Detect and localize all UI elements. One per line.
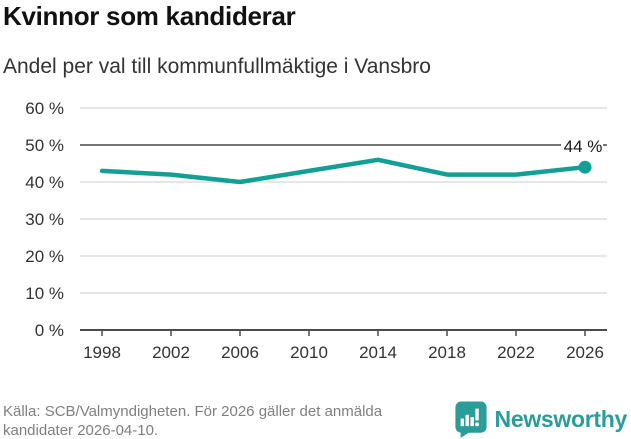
x-axis-tick-label: 2018	[428, 343, 466, 362]
x-axis-tick-label: 1998	[83, 343, 121, 362]
x-axis-tick-label: 2002	[152, 343, 190, 362]
endpoint-value-label: 44 %	[564, 137, 603, 156]
y-axis-tick-label: 20 %	[25, 247, 64, 266]
newsworthy-logo: Newsworthy	[454, 400, 627, 439]
source-note: Källa: SCB/Valmyndigheten. För 2026 gäll…	[3, 402, 382, 439]
x-axis-tick-label: 2006	[221, 343, 259, 362]
y-axis-tick-label: 60 %	[25, 99, 64, 118]
y-axis-tick-label: 50 %	[25, 136, 64, 155]
source-line-2: kandidater 2026-04-10.	[3, 422, 159, 439]
newsworthy-wordmark: Newsworthy	[494, 406, 628, 432]
x-axis-tick-label: 2010	[290, 343, 328, 362]
y-axis-tick-label: 30 %	[25, 210, 64, 229]
source-line-1: Källa: SCB/Valmyndigheten. För 2026 gäll…	[3, 403, 383, 420]
line-chart: 0 % 10 % 20 % 30 % 40 % 50 % 60 % 1998 2002 2006 2…	[25, 99, 607, 362]
y-axis-tick-label: 40 %	[25, 173, 64, 192]
y-axis-tick-label: 10 %	[25, 284, 64, 303]
page-title: Kvinnor som kandiderar	[3, 1, 296, 31]
y-axis-tick-label: 0 %	[35, 321, 64, 340]
endpoint-dot	[578, 160, 592, 174]
data-line	[99, 157, 588, 185]
x-axis-tick-label: 2014	[359, 343, 397, 362]
x-axis-tick-label: 2022	[497, 343, 535, 362]
chart-subtitle: Andel per val till kommunfullmäktige i V…	[3, 55, 431, 78]
newsworthy-logo-icon	[454, 401, 487, 438]
x-axis-tick-label: 2026	[566, 343, 604, 362]
